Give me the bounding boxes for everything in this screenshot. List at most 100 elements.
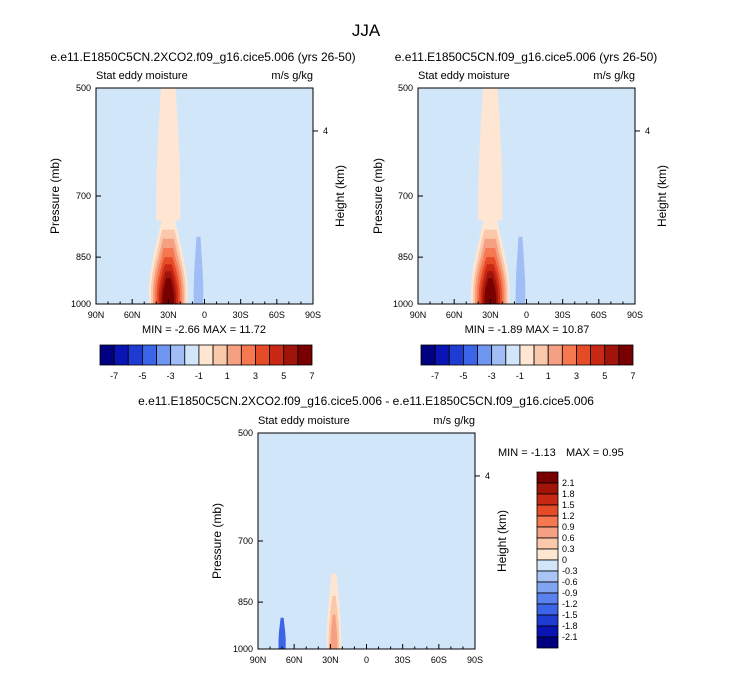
panel-right-label: m/s g/kg: [433, 415, 475, 427]
x-axis: 90N 60N 30N 0 30S 60S 90S: [250, 644, 483, 665]
colorbar-label: 1.5: [562, 500, 575, 510]
panel-top-left: e.e11.E1850C5CN.2XCO2.f09_g16.cice5.006 …: [48, 50, 356, 381]
y2-tick-label: 4: [485, 471, 490, 481]
colorbar-swatch: [184, 344, 200, 366]
panel-stats-max: MAX = 0.95: [566, 447, 624, 459]
colorbar-swatch: [533, 344, 549, 366]
colorbar-swatch: [477, 344, 493, 366]
colorbar-label: -0.6: [562, 577, 578, 587]
panel-case-title: e.e11.E1850C5CN.2XCO2.f09_g16.cice5.006 …: [138, 394, 594, 408]
colorbar-swatch: [618, 344, 634, 366]
y-tick-label: 700: [238, 536, 253, 546]
field-background: [418, 88, 635, 304]
colorbar-swatch: [519, 344, 535, 366]
colorbar-label: 2.1: [562, 478, 575, 488]
x-tick-label: 30N: [482, 310, 499, 320]
colorbar-label: -7: [110, 371, 118, 381]
y-tick-label: 1000: [233, 644, 253, 654]
y-tick-label: 850: [398, 252, 413, 262]
x-tick-label: 90S: [305, 310, 321, 320]
colorbar-swatch: [297, 344, 313, 366]
y-axis-label: Pressure (mb): [48, 158, 62, 234]
colorbar-swatch: [536, 471, 559, 484]
colorbar-swatch: [536, 493, 559, 506]
x-tick-label: 60N: [446, 310, 463, 320]
x-tick-label: 60S: [591, 310, 607, 320]
colorbar-label: -0.9: [562, 588, 578, 598]
panel-left-label: Stat eddy moisture: [96, 70, 188, 82]
colorbar-swatch: [462, 344, 478, 366]
panel-stats-min: MIN = -1.13: [498, 447, 556, 459]
y2-axis-label: Height (km): [333, 165, 347, 227]
y2-tick-label: 4: [645, 126, 650, 136]
colorbar-label: 5: [281, 371, 286, 381]
colorbar-label: 0.9: [562, 522, 575, 532]
colorbar-label: -1.5: [562, 610, 578, 620]
colorbar-label: 0: [562, 555, 567, 565]
colorbar-swatch: [536, 504, 559, 517]
colorbar-swatch: [536, 592, 559, 605]
colorbar-swatch: [536, 581, 559, 594]
y2-axis: 4: [635, 126, 650, 136]
colorbar-swatch: [491, 344, 507, 366]
y-tick-label: 700: [76, 191, 91, 201]
colorbar-label: -1: [195, 371, 203, 381]
x-tick-label: 60N: [286, 655, 303, 665]
y2-axis-label: Height (km): [495, 510, 509, 572]
x-tick-label: 60S: [269, 310, 285, 320]
colorbar-swatch: [536, 603, 559, 616]
colorbar-swatch: [156, 344, 172, 366]
x-tick-label: 30N: [160, 310, 177, 320]
y-tick-label: 850: [238, 597, 253, 607]
y-tick-label: 1000: [71, 299, 91, 309]
contour-positive-level: [162, 278, 175, 304]
colorbar-swatch: [536, 482, 559, 495]
heatmap-field: [418, 88, 635, 304]
colorbar-swatch: [505, 344, 521, 366]
colorbar-swatch: [536, 625, 559, 638]
x-tick-label: 0: [524, 310, 529, 320]
colorbar-swatch: [590, 344, 606, 366]
colorbar-label: 1.8: [562, 489, 575, 499]
colorbar-swatch: [547, 344, 563, 366]
x-tick-label: 90S: [467, 655, 483, 665]
colorbar-swatch: [536, 559, 559, 572]
heatmap-field: [258, 433, 475, 649]
contour-positive-level: [484, 278, 497, 304]
colorbar: -7 -5 -3 -1 1 3 5 7: [420, 344, 636, 381]
y-axis: 500 700 850 1000: [393, 83, 423, 309]
x-tick-label: 60N: [124, 310, 141, 320]
x-axis: 90N 60N 30N 0 30S 60S 90S: [88, 299, 321, 320]
panel-case-title: e.e11.E1850C5CN.f09_g16.cice5.006 (yrs 2…: [395, 50, 658, 64]
y-tick-label: 1000: [393, 299, 413, 309]
colorbar-label: 0.3: [562, 544, 575, 554]
colorbar-label: -3: [167, 371, 175, 381]
colorbar-swatch: [536, 614, 559, 627]
colorbar-swatch: [240, 344, 256, 366]
colorbar-swatch: [536, 515, 559, 528]
panel-left-label: Stat eddy moisture: [258, 415, 350, 427]
colorbar-swatch: [536, 537, 559, 550]
colorbar-label: 0.6: [562, 533, 575, 543]
colorbar-swatch: [576, 344, 592, 366]
colorbar-swatch: [434, 344, 450, 366]
colorbar-swatch: [536, 526, 559, 539]
colorbar-label: -5: [459, 371, 467, 381]
panel-bottom-difference: e.e11.E1850C5CN.2XCO2.f09_g16.cice5.006 …: [138, 394, 624, 665]
contour-positive-tongue: [156, 88, 181, 221]
colorbar-swatch: [420, 344, 436, 366]
colorbar-label: 5: [602, 371, 607, 381]
x-tick-label: 60S: [431, 655, 447, 665]
panel-right-label: m/s g/kg: [271, 70, 313, 82]
x-tick-label: 30S: [233, 310, 249, 320]
panel-stats: MIN = -2.66 MAX = 11.72: [142, 324, 266, 336]
colorbar: 2.11.81.51.20.90.60.30-0.3-0.6-0.9-1.2-1…: [536, 471, 578, 649]
colorbar: -7 -5 -3 -1 1 3 5 7: [99, 344, 315, 381]
contour-negative-patch: [278, 617, 286, 649]
panel-case-title: e.e11.E1850C5CN.2XCO2.f09_g16.cice5.006 …: [50, 50, 355, 64]
y-axis-label: Pressure (mb): [371, 158, 385, 234]
y-tick-label: 500: [398, 83, 413, 93]
colorbar-label: 1.2: [562, 511, 575, 521]
y-tick-label: 850: [76, 252, 91, 262]
